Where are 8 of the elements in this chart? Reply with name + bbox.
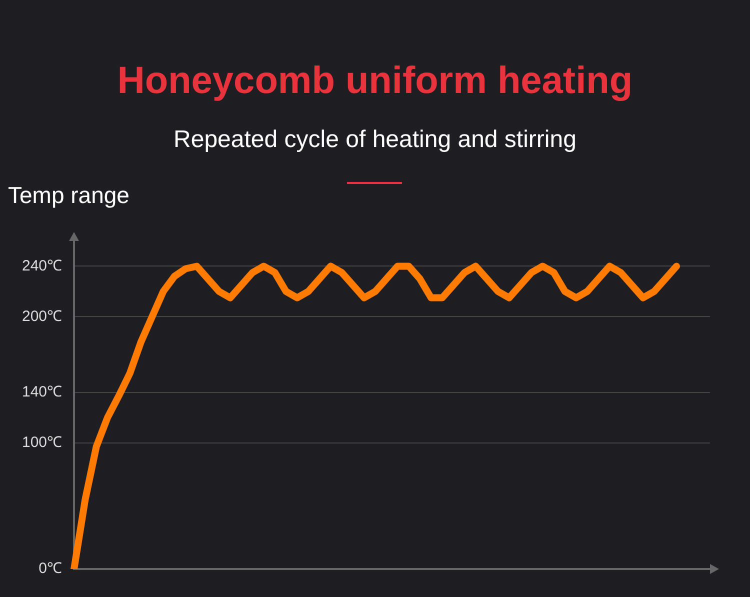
y-tick-label: 0℃ [38,560,62,578]
y-tick-label: 140℃ [22,384,62,401]
y-tick-label: 100℃ [22,434,62,451]
chart-title: Honeycomb uniform heating [116,60,634,103]
y-tick-label: 240℃ [22,257,62,274]
y-axis-title: Temp range [8,182,130,209]
y-tick-label: 200℃ [22,308,62,325]
chart-subtitle: Repeated cycle of heating and stirring [172,126,578,154]
